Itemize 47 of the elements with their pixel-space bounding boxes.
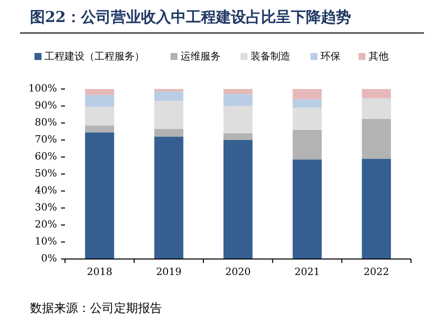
bar [292, 130, 322, 160]
bar [85, 126, 114, 132]
bar [85, 132, 114, 259]
y-tick-label: 20% [34, 220, 57, 230]
bar [362, 89, 391, 98]
y-tick-label: 90% [34, 100, 57, 112]
y-tick-label: 0% [41, 254, 57, 264]
x-tick-label: 2019 [156, 267, 182, 278]
y-tick-label: 50% [34, 168, 57, 180]
legend-label: 装备制造 [250, 50, 290, 62]
legend-label: 其他 [368, 50, 388, 62]
bar [85, 94, 114, 107]
chart-title: 图22：公司营业收入中工程建设占比呈下降趋势 [30, 8, 351, 26]
bar [154, 92, 184, 101]
bar [223, 94, 253, 106]
bar [154, 89, 184, 92]
bar [362, 158, 391, 259]
bar [154, 128, 184, 137]
bar [223, 133, 253, 140]
x-tick-label: 2018 [86, 267, 112, 278]
bar [154, 136, 184, 259]
y-tick-label: 30% [34, 202, 57, 214]
bar [292, 89, 322, 100]
y-tick-label: 70% [34, 134, 57, 146]
x-tick-label: 2022 [364, 267, 390, 278]
bar [223, 89, 253, 94]
bar [85, 89, 114, 95]
y-tick-label: 100% [28, 84, 57, 94]
bar [292, 108, 322, 130]
bar [223, 140, 253, 259]
y-tick-label: 60% [34, 152, 57, 162]
legend-label: 环保 [320, 52, 340, 62]
y-tick-label: 40% [34, 186, 57, 196]
bar [362, 98, 391, 119]
legend-label: 运维服务 [180, 50, 220, 62]
y-tick-label: 10% [34, 236, 57, 248]
bar [223, 106, 253, 134]
bar [154, 100, 184, 129]
bar [362, 118, 391, 159]
x-tick-label: 2021 [294, 267, 320, 278]
x-tick-label: 2020 [225, 267, 251, 278]
y-tick-label: 80% [34, 118, 57, 128]
bar [85, 106, 114, 126]
source-note: 数据来源：公司定期报告 [30, 301, 162, 315]
bar [292, 99, 322, 108]
bar [292, 160, 322, 259]
legend-label: 工程建设（工程服务） [44, 50, 144, 62]
